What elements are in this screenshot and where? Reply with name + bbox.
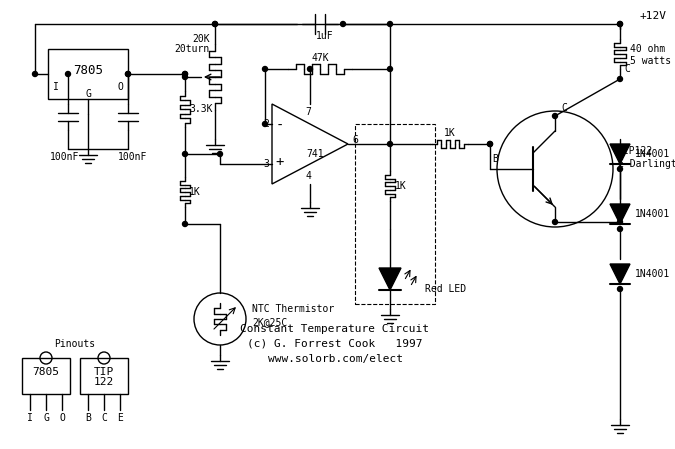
Text: TIP122: TIP122 (618, 146, 653, 156)
Text: Constant Temperature Circuit: Constant Temperature Circuit (240, 324, 429, 334)
Text: Red LED: Red LED (425, 284, 466, 294)
Text: 1K: 1K (189, 187, 200, 197)
Circle shape (126, 71, 130, 76)
Text: 122: 122 (94, 377, 114, 387)
Text: 1uF: 1uF (316, 31, 334, 41)
Text: 3: 3 (263, 159, 269, 169)
Text: 100nF: 100nF (118, 152, 147, 162)
Circle shape (553, 220, 558, 224)
Text: -: - (276, 119, 284, 133)
Text: G: G (85, 89, 91, 99)
Circle shape (65, 71, 70, 76)
Text: 40 ohm: 40 ohm (630, 44, 666, 54)
Circle shape (387, 141, 392, 146)
Circle shape (618, 76, 622, 82)
Circle shape (618, 167, 622, 172)
Circle shape (487, 141, 493, 146)
Text: C: C (561, 103, 567, 113)
Circle shape (618, 226, 622, 232)
Polygon shape (610, 144, 630, 164)
Text: 1K: 1K (444, 128, 456, 138)
Bar (22, 358, 70, 394)
Text: 2: 2 (263, 119, 269, 129)
Text: O: O (59, 413, 65, 423)
Circle shape (618, 286, 622, 291)
Circle shape (387, 66, 392, 71)
Text: NTC Thermistor: NTC Thermistor (252, 304, 334, 314)
Text: 1N4001: 1N4001 (635, 209, 670, 219)
Circle shape (182, 221, 188, 226)
Text: 2K@25C: 2K@25C (252, 317, 288, 327)
Circle shape (217, 151, 223, 157)
Circle shape (487, 141, 493, 146)
Circle shape (618, 22, 622, 26)
Polygon shape (610, 264, 630, 284)
Bar (355, 124, 435, 304)
Text: 20turn: 20turn (175, 44, 210, 54)
Circle shape (182, 151, 188, 157)
Circle shape (182, 71, 188, 76)
Text: C: C (624, 64, 630, 74)
Text: Pinouts: Pinouts (55, 339, 96, 349)
Text: 7805: 7805 (32, 367, 59, 377)
Text: E Darlington: E Darlington (618, 159, 675, 169)
Circle shape (182, 75, 188, 79)
Text: +12V: +12V (640, 11, 667, 21)
Polygon shape (379, 268, 401, 290)
Text: O: O (117, 82, 123, 92)
Text: 3.3K: 3.3K (189, 104, 213, 114)
Text: 100nF: 100nF (50, 152, 80, 162)
Text: B: B (85, 413, 91, 423)
Text: 20K: 20K (192, 34, 210, 44)
Circle shape (618, 220, 622, 224)
Text: B: B (492, 154, 498, 164)
Circle shape (263, 122, 267, 127)
Text: 47K: 47K (311, 53, 329, 63)
Circle shape (213, 22, 217, 26)
Text: +: + (276, 155, 284, 169)
Circle shape (553, 114, 558, 119)
Text: E: E (117, 413, 123, 423)
Circle shape (182, 71, 188, 76)
Text: I: I (27, 413, 33, 423)
Circle shape (213, 22, 217, 26)
Text: 6: 6 (352, 135, 358, 145)
Text: 741: 741 (306, 149, 324, 159)
Text: TIP: TIP (94, 367, 114, 377)
Text: 7: 7 (305, 107, 311, 117)
Text: 4: 4 (305, 171, 311, 181)
Circle shape (618, 22, 622, 26)
Circle shape (308, 66, 313, 71)
Circle shape (32, 71, 38, 76)
Text: 1N4001: 1N4001 (635, 149, 670, 159)
Text: 1N4001: 1N4001 (635, 269, 670, 279)
Circle shape (263, 66, 267, 71)
Bar (48, 49, 128, 99)
Text: 1K: 1K (395, 181, 407, 191)
Polygon shape (610, 204, 630, 224)
Text: C: C (101, 413, 107, 423)
Text: I: I (53, 82, 59, 92)
Text: www.solorb.com/elect: www.solorb.com/elect (267, 354, 402, 364)
Text: G: G (43, 413, 49, 423)
Text: 5 watts: 5 watts (630, 56, 671, 66)
Bar (80, 358, 128, 394)
Circle shape (387, 22, 392, 26)
Text: 7805: 7805 (73, 63, 103, 76)
Circle shape (340, 22, 346, 26)
Text: (c) G. Forrest Cook   1997: (c) G. Forrest Cook 1997 (247, 339, 423, 349)
Circle shape (126, 71, 130, 76)
